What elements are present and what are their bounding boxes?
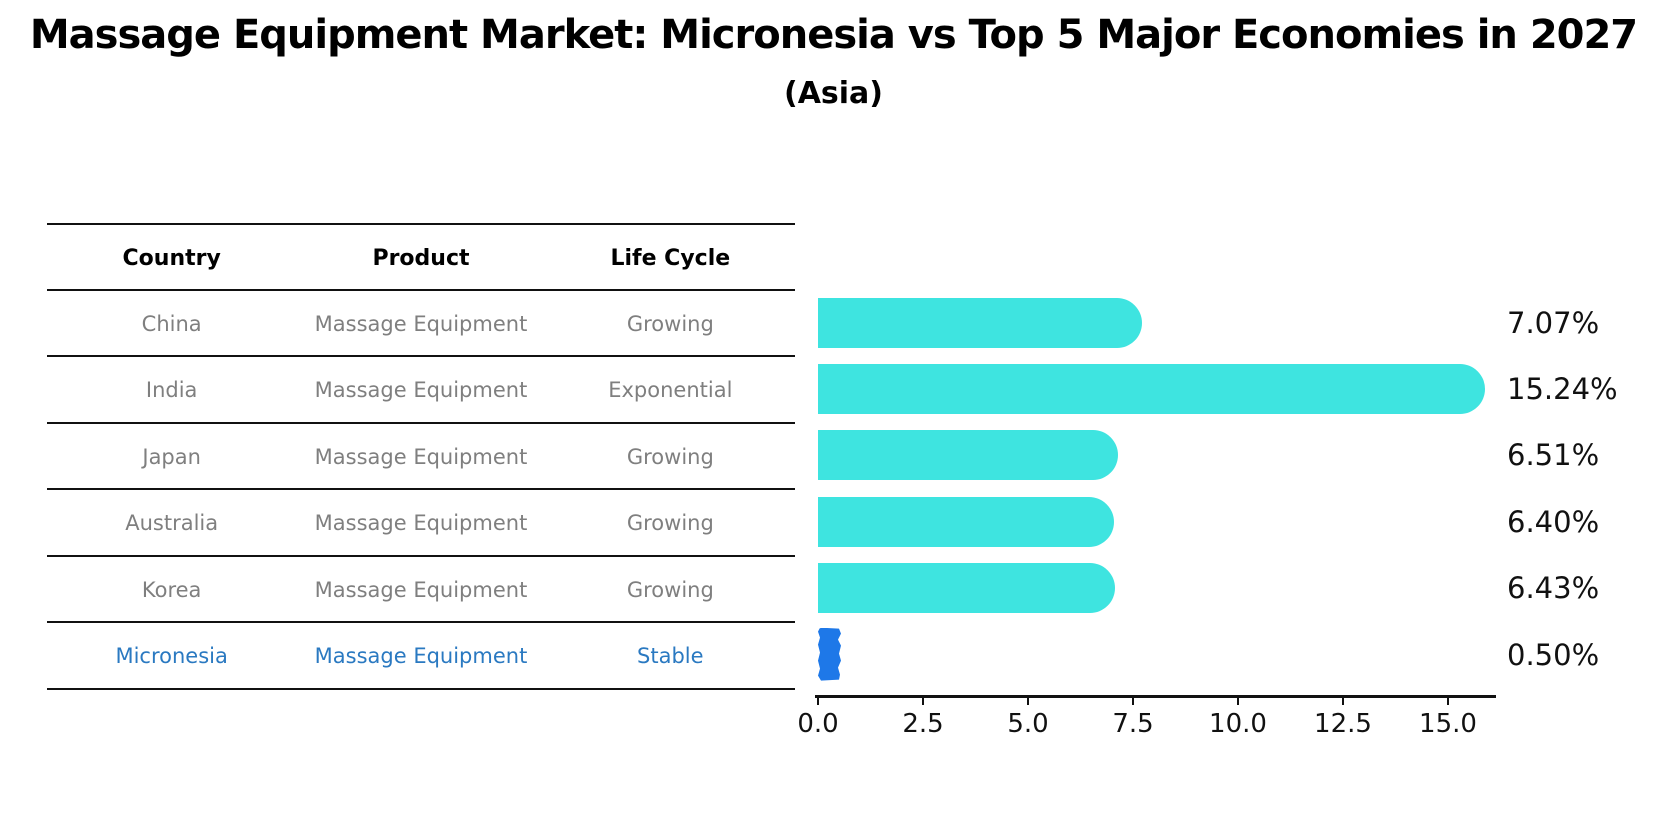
x-tick-label: 12.5 xyxy=(1314,709,1372,739)
cell-product: Massage Equipment xyxy=(314,312,528,336)
cell-life-cycle: Stable xyxy=(637,644,704,668)
table-rule xyxy=(47,422,795,424)
bar-australia xyxy=(818,496,1114,547)
bar-india xyxy=(818,364,1486,414)
x-tick-label: 5.0 xyxy=(1007,709,1049,739)
x-tick-label: 0.0 xyxy=(797,709,839,739)
bar-value-label-micronesia: 0.50% xyxy=(1507,637,1600,672)
x-tick-label: 15.0 xyxy=(1419,709,1477,739)
table-row-china: China Massage Equipment Growing xyxy=(47,291,795,357)
x-tick-label: 10.0 xyxy=(1209,709,1267,739)
bar-japan xyxy=(818,430,1119,481)
cell-country: China xyxy=(141,312,202,336)
cell-product: Massage Equipment xyxy=(314,378,528,402)
x-tick-mark xyxy=(1342,695,1344,705)
chart-title: Massage Equipment Market: Micronesia vs … xyxy=(29,12,1638,58)
cell-product: Massage Equipment xyxy=(314,445,528,469)
bar-micronesia xyxy=(818,627,841,681)
cell-country: Australia xyxy=(125,511,219,535)
col-header-life-cycle: Life Cycle xyxy=(610,245,731,271)
x-tick-mark xyxy=(1447,695,1449,705)
cell-life-cycle: Growing xyxy=(626,578,714,602)
table-rule xyxy=(47,488,795,490)
cell-country: Korea xyxy=(141,578,202,602)
x-tick-mark xyxy=(1237,695,1239,705)
bar-value-label-australia: 6.40% xyxy=(1507,504,1600,539)
x-tick-mark xyxy=(922,695,924,705)
cell-life-cycle: Growing xyxy=(626,312,714,336)
table-row-korea: Korea Massage Equipment Growing xyxy=(47,557,795,623)
table-row-india: India Massage Equipment Exponential xyxy=(47,357,795,423)
table-rule xyxy=(47,621,795,623)
bar-value-label-japan: 6.51% xyxy=(1507,438,1600,473)
table-rule xyxy=(47,688,795,690)
cell-life-cycle: Growing xyxy=(626,445,714,469)
cell-product: Massage Equipment xyxy=(314,511,528,535)
table-rule xyxy=(47,555,795,557)
x-tick-label: 7.5 xyxy=(1112,709,1154,739)
cell-life-cycle: Exponential xyxy=(608,378,733,402)
table-header-row: Country Product Life Cycle xyxy=(47,225,795,291)
col-header-product: Product xyxy=(372,245,470,271)
cell-country: Micronesia xyxy=(115,644,228,668)
table-rule xyxy=(47,355,795,357)
cell-country: India xyxy=(145,378,198,402)
cell-product: Massage Equipment xyxy=(314,644,528,668)
x-tick-mark xyxy=(1027,695,1029,705)
bar-korea xyxy=(818,563,1116,614)
cell-life-cycle: Growing xyxy=(626,511,714,535)
bar-value-label-korea: 6.43% xyxy=(1507,571,1600,606)
bar-value-label-india: 15.24% xyxy=(1507,372,1618,406)
chart-subtitle: (Asia) xyxy=(783,76,884,111)
x-tick-mark xyxy=(1132,695,1134,705)
bar-value-label-china: 7.07% xyxy=(1507,305,1600,340)
table-rule xyxy=(47,223,795,225)
x-tick-label: 2.5 xyxy=(902,709,944,739)
table-rule xyxy=(47,289,795,291)
x-axis-line xyxy=(815,695,1496,698)
table-row-australia: Australia Massage Equipment Growing xyxy=(47,490,795,556)
x-tick-mark xyxy=(817,695,819,705)
summary-table: Country Product Life Cycle China Massage… xyxy=(47,223,795,690)
cell-country: Japan xyxy=(142,445,201,469)
table-row-micronesia: Micronesia Massage Equipment Stable xyxy=(47,623,795,689)
cell-product: Massage Equipment xyxy=(314,578,528,602)
table-row-japan: Japan Massage Equipment Growing xyxy=(47,424,795,490)
bar-china xyxy=(818,297,1142,348)
col-header-country: Country xyxy=(122,245,221,271)
